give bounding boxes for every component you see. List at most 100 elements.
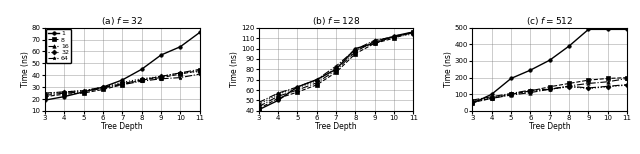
8 <box>604 77 612 79</box>
8 <box>138 79 145 81</box>
64 <box>177 77 184 79</box>
8 <box>293 91 301 93</box>
64 <box>527 89 534 91</box>
16 <box>80 91 88 93</box>
Y-axis label: Time (ns): Time (ns) <box>444 51 453 87</box>
Line: 32: 32 <box>257 32 415 106</box>
1 <box>351 48 359 49</box>
1 <box>274 99 282 101</box>
64 <box>60 91 68 93</box>
1 <box>468 102 476 104</box>
8 <box>99 89 107 90</box>
32 <box>488 97 495 99</box>
32 <box>196 71 204 73</box>
16 <box>351 51 359 53</box>
16 <box>196 68 204 70</box>
Line: 1: 1 <box>470 28 629 105</box>
64 <box>274 92 282 94</box>
32 <box>371 40 379 42</box>
8 <box>565 83 573 84</box>
Line: 16: 16 <box>257 31 415 108</box>
16 <box>157 75 165 77</box>
8 <box>488 97 495 99</box>
32 <box>584 87 592 89</box>
64 <box>584 87 592 89</box>
Line: 64: 64 <box>43 72 202 95</box>
64 <box>410 31 417 33</box>
64 <box>488 96 495 98</box>
Line: 64: 64 <box>470 83 629 102</box>
64 <box>118 84 126 86</box>
1 <box>157 54 165 56</box>
16 <box>584 83 592 84</box>
1 <box>410 31 417 33</box>
16 <box>332 69 340 71</box>
32 <box>80 90 88 92</box>
64 <box>623 84 631 85</box>
16 <box>177 72 184 74</box>
1 <box>507 77 515 79</box>
32 <box>390 36 398 38</box>
16 <box>488 97 495 99</box>
8 <box>390 37 398 39</box>
32 <box>293 87 301 89</box>
32 <box>565 86 573 88</box>
Line: 8: 8 <box>43 69 202 98</box>
8 <box>60 93 68 95</box>
8 <box>41 96 49 97</box>
64 <box>371 39 379 41</box>
8 <box>507 93 515 95</box>
8 <box>351 53 359 55</box>
1 <box>293 86 301 88</box>
Line: 16: 16 <box>43 68 202 97</box>
32 <box>332 67 340 69</box>
64 <box>390 36 398 38</box>
64 <box>99 86 107 88</box>
8 <box>274 97 282 99</box>
64 <box>138 80 145 82</box>
16 <box>527 92 534 93</box>
8 <box>196 70 204 71</box>
16 <box>410 32 417 34</box>
16 <box>623 77 631 79</box>
1 <box>41 99 49 101</box>
1 <box>527 69 534 71</box>
Title: (b) $f = 128$: (b) $f = 128$ <box>312 15 360 26</box>
X-axis label: Tree Depth: Tree Depth <box>101 122 143 131</box>
1 <box>118 79 126 81</box>
8 <box>371 42 379 44</box>
8 <box>80 92 88 94</box>
32 <box>274 93 282 95</box>
8 <box>313 84 321 86</box>
1 <box>177 46 184 48</box>
8 <box>410 31 417 33</box>
32 <box>313 80 321 82</box>
16 <box>604 81 612 83</box>
32 <box>623 84 631 86</box>
8 <box>527 90 534 92</box>
8 <box>468 102 476 103</box>
16 <box>507 94 515 96</box>
16 <box>468 101 476 103</box>
32 <box>99 86 107 88</box>
X-axis label: Tree Depth: Tree Depth <box>529 122 571 131</box>
64 <box>604 85 612 87</box>
64 <box>293 86 301 88</box>
8 <box>623 77 631 79</box>
1 <box>371 42 379 44</box>
32 <box>410 33 417 35</box>
Line: 8: 8 <box>470 76 629 104</box>
1 <box>138 68 145 70</box>
64 <box>468 99 476 101</box>
1 <box>332 68 340 70</box>
64 <box>351 49 359 51</box>
64 <box>157 78 165 80</box>
16 <box>41 95 49 96</box>
64 <box>196 73 204 75</box>
32 <box>60 91 68 93</box>
1 <box>99 86 107 88</box>
1 <box>546 59 554 61</box>
32 <box>527 90 534 92</box>
8 <box>157 77 165 79</box>
1 <box>313 79 321 81</box>
